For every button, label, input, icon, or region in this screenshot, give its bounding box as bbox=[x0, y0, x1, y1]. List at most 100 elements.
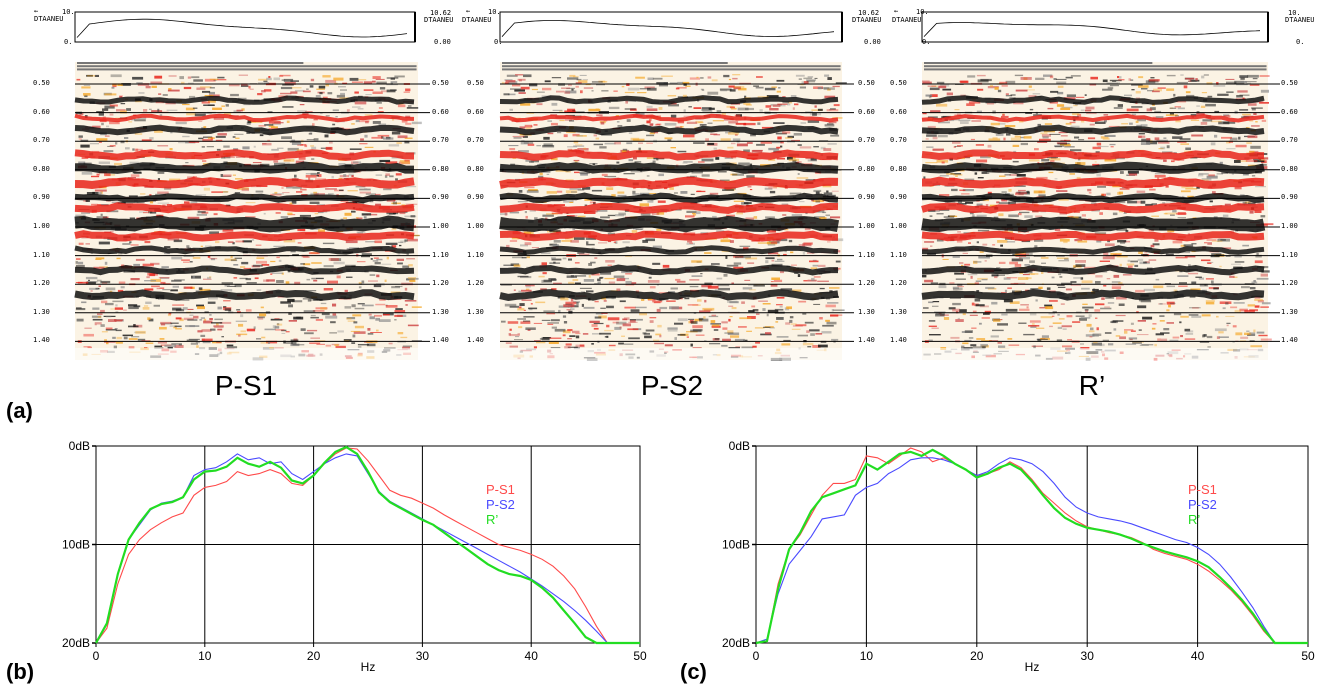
seismic-noise bbox=[166, 109, 178, 111]
seismic-noise bbox=[307, 329, 318, 332]
seismic-noise bbox=[1022, 273, 1030, 276]
seismic-noise bbox=[728, 78, 732, 81]
seismic-noise bbox=[350, 330, 360, 332]
seismic-noise bbox=[1056, 284, 1065, 286]
seismic-noise bbox=[1028, 325, 1040, 327]
seismic-noise bbox=[223, 306, 227, 308]
seismic-noise bbox=[196, 213, 207, 216]
seismic-noise bbox=[104, 105, 115, 109]
seismic-noise bbox=[1167, 229, 1175, 233]
seismic-noise bbox=[106, 125, 110, 128]
seismic-noise bbox=[981, 340, 992, 342]
seismic-noise bbox=[776, 317, 784, 320]
time-tick-label: 0.90 bbox=[858, 193, 875, 202]
seismic-noise bbox=[691, 170, 703, 174]
seismic-noise bbox=[629, 319, 637, 321]
seismic-noise bbox=[533, 346, 537, 349]
seismic-noise bbox=[1166, 74, 1176, 77]
seismic-noise bbox=[1138, 329, 1142, 331]
seismic-noise bbox=[239, 277, 248, 280]
seismic-noise bbox=[763, 326, 771, 328]
seismic-noise bbox=[1151, 215, 1159, 217]
seismic-noise bbox=[330, 258, 342, 261]
seismic-noise bbox=[339, 189, 344, 191]
header-r2-zero: 0. bbox=[922, 38, 931, 46]
seismic-noise bbox=[791, 264, 797, 266]
seismic-noise bbox=[953, 146, 956, 148]
seismic-noise bbox=[1057, 326, 1063, 329]
seismic-noise bbox=[538, 175, 544, 179]
seismic-noise bbox=[168, 312, 172, 315]
seismic-noise bbox=[228, 83, 240, 87]
seismic-noise bbox=[1259, 75, 1270, 77]
seismic-noise bbox=[111, 201, 122, 204]
seismic-noise bbox=[313, 279, 318, 282]
seismic-noise bbox=[699, 318, 709, 322]
header-far-label: DTAANEU bbox=[1285, 16, 1315, 24]
seismic-noise bbox=[1179, 250, 1191, 254]
reflector-band bbox=[499, 95, 839, 105]
seismic-noise bbox=[1255, 121, 1258, 123]
seismic-noise bbox=[1247, 103, 1257, 106]
seismic-noise bbox=[523, 320, 531, 322]
seismic-noise bbox=[695, 211, 701, 215]
seismic-noise bbox=[294, 281, 301, 285]
seismic-noise bbox=[1107, 86, 1114, 89]
seismic-noise bbox=[716, 230, 725, 232]
seismic-noise bbox=[351, 304, 356, 308]
seismic-noise bbox=[603, 299, 607, 302]
seismic-noise bbox=[161, 266, 169, 269]
seismic-noise bbox=[791, 328, 801, 330]
seismic-noise bbox=[701, 108, 712, 111]
seismic-noise bbox=[1151, 203, 1157, 206]
seismic-noise bbox=[193, 79, 203, 82]
seismic-noise bbox=[1213, 85, 1226, 87]
seismic-noise bbox=[627, 328, 639, 331]
seismic-noise bbox=[145, 301, 152, 304]
seismic-noise bbox=[322, 96, 328, 99]
seismic-noise bbox=[797, 334, 808, 337]
seismic-noise bbox=[575, 335, 580, 339]
seismic-noise bbox=[333, 261, 345, 265]
seismic-noise bbox=[114, 328, 118, 330]
seismic-noise bbox=[639, 88, 651, 90]
seismic-noise bbox=[981, 317, 990, 319]
seismic-noise bbox=[282, 106, 294, 108]
seismic-noise bbox=[1102, 88, 1113, 91]
seismic-noise bbox=[365, 120, 369, 124]
seismic-noise bbox=[932, 305, 939, 307]
seismic-noise bbox=[209, 87, 215, 89]
seismic-noise bbox=[1168, 304, 1171, 308]
seismic-noise bbox=[955, 310, 959, 314]
seismic-noise bbox=[771, 86, 777, 88]
seismic-noise bbox=[332, 303, 337, 307]
seismic-noise bbox=[952, 141, 961, 144]
seismic-noise bbox=[1013, 282, 1026, 284]
seismic-noise bbox=[78, 161, 86, 165]
seismic-noise bbox=[1137, 258, 1144, 261]
seismic-noise bbox=[1088, 192, 1092, 194]
seismic-noise bbox=[976, 290, 980, 293]
seismic-noise bbox=[956, 113, 961, 116]
seismic-noise bbox=[217, 306, 222, 310]
seismic-noise bbox=[171, 256, 183, 260]
seismic-noise bbox=[185, 325, 195, 328]
seismic-noise bbox=[1108, 125, 1120, 127]
seismic-noise bbox=[1214, 134, 1218, 138]
seismic-noise bbox=[613, 275, 625, 278]
seismic-noise bbox=[1180, 315, 1189, 318]
x-tick-label: 0 bbox=[753, 649, 760, 663]
seismic-noise bbox=[1242, 201, 1247, 205]
seismic-noise bbox=[1180, 335, 1183, 338]
seismic-noise bbox=[280, 216, 289, 219]
section-title-ps2: P-S2 bbox=[640, 370, 704, 401]
seismic-noise bbox=[1118, 191, 1123, 195]
seismic-noise bbox=[583, 279, 595, 282]
seismic-noise bbox=[513, 137, 522, 139]
seismic-noise bbox=[567, 108, 576, 112]
legend-entry: P-S2 bbox=[486, 497, 515, 512]
seismic-noise bbox=[174, 325, 182, 328]
seismic-noise bbox=[972, 346, 985, 350]
seismic-noise bbox=[790, 323, 797, 325]
seismic-noise bbox=[936, 213, 944, 215]
